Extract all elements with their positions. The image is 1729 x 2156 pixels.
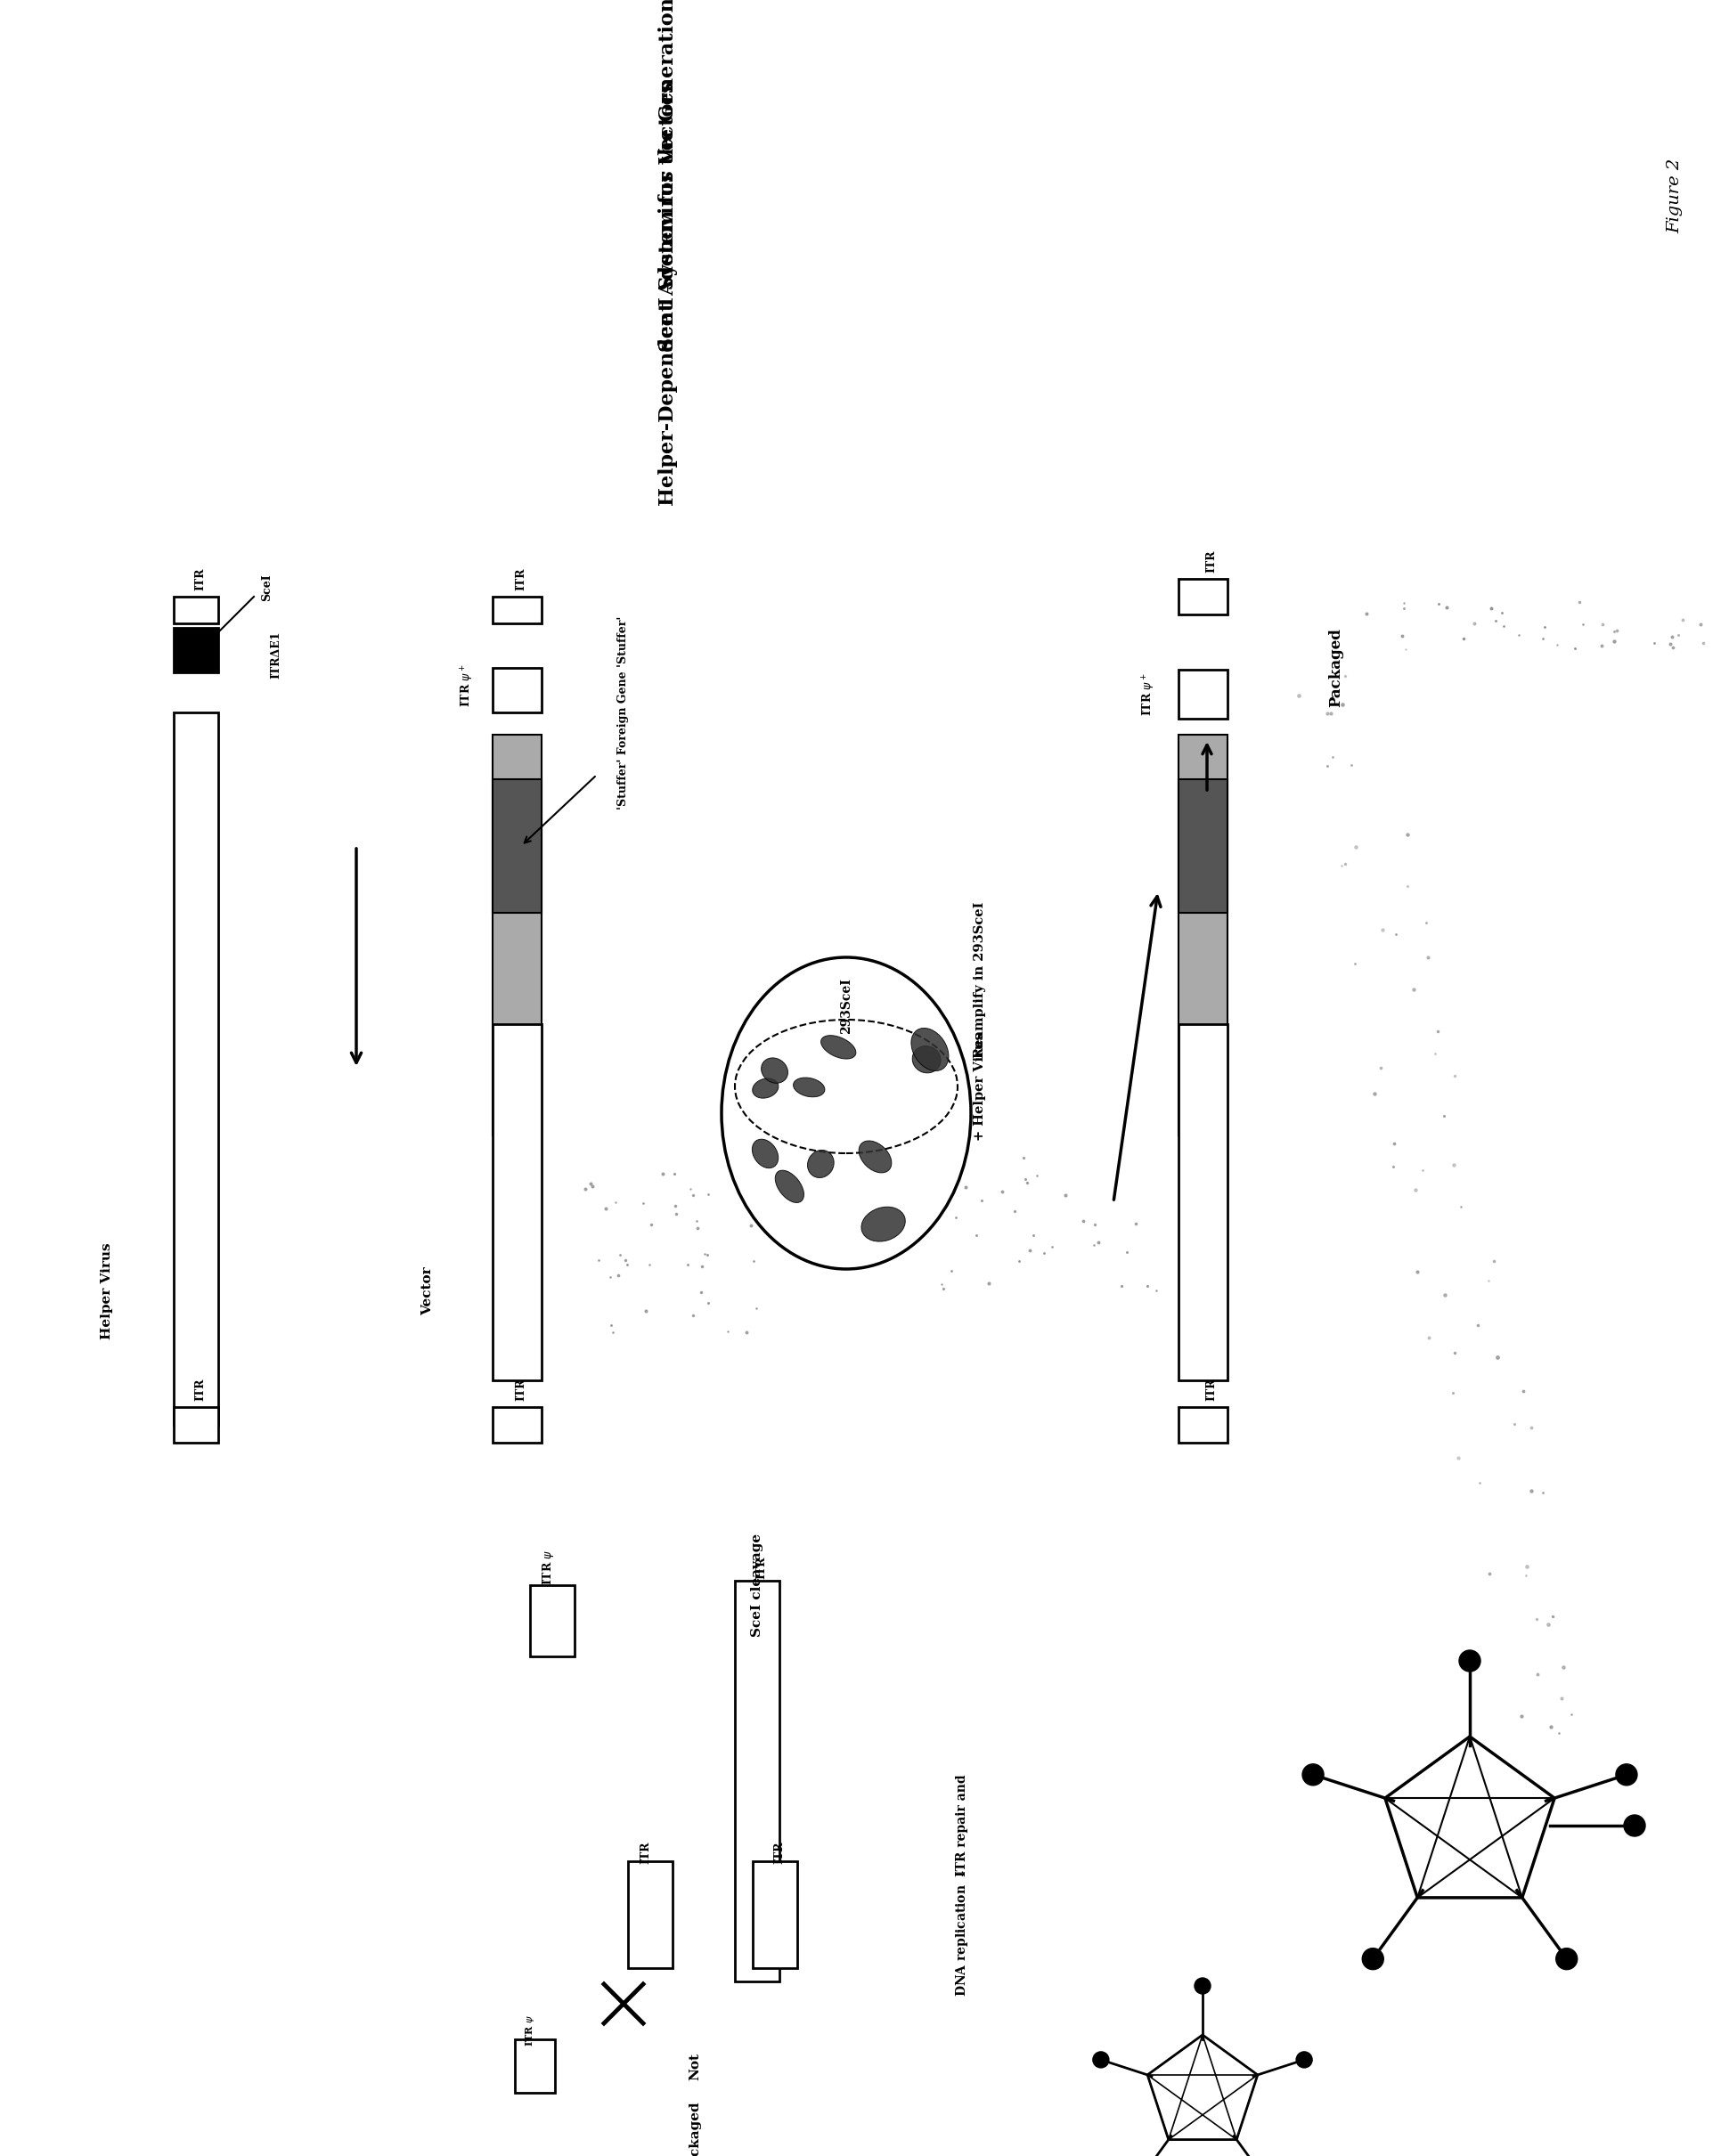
Circle shape	[1362, 1949, 1383, 1971]
Bar	[493, 1408, 541, 1442]
Bar	[493, 778, 541, 912]
Ellipse shape	[761, 1059, 788, 1082]
Text: ITR $\psi^+$: ITR $\psi^+$	[1141, 673, 1157, 716]
Circle shape	[1093, 2053, 1108, 2068]
Circle shape	[1459, 1649, 1480, 1671]
Text: ITR repair and: ITR repair and	[956, 1774, 968, 1876]
Ellipse shape	[721, 957, 972, 1270]
Text: ITR: ITR	[773, 1841, 785, 1863]
Bar	[735, 1580, 780, 1981]
Ellipse shape	[911, 1028, 949, 1072]
Text: DNA replication $\Downarrow$: DNA replication $\Downarrow$	[954, 1869, 970, 1996]
Bar	[1177, 735, 1228, 1136]
Bar	[173, 627, 218, 673]
Bar	[515, 2040, 555, 2093]
Text: SceI cleavage: SceI cleavage	[750, 1533, 764, 1636]
Bar	[493, 597, 541, 623]
Bar	[752, 1861, 797, 1968]
Text: ITR: ITR	[1205, 550, 1217, 571]
Text: Vector: Vector	[422, 1268, 434, 1315]
Text: ITR: ITR	[515, 567, 527, 591]
Bar	[1177, 1408, 1228, 1442]
Text: Helper Virus: Helper Virus	[100, 1242, 112, 1339]
Bar	[1177, 578, 1228, 614]
Bar	[628, 1861, 673, 1968]
Text: Packaged: Packaged	[688, 2100, 700, 2156]
Text: Reamplify in 293SceI: Reamplify in 293SceI	[973, 901, 986, 1059]
Text: ITRΔE1: ITRΔE1	[270, 632, 282, 679]
Ellipse shape	[859, 1141, 892, 1173]
Bar	[173, 597, 218, 623]
Ellipse shape	[913, 1046, 941, 1074]
Text: Not: Not	[688, 2053, 700, 2081]
Text: + Helper Virus: + Helper Virus	[973, 1033, 986, 1141]
Text: ITR: ITR	[195, 567, 206, 591]
Ellipse shape	[861, 1207, 906, 1242]
Bar	[493, 1024, 541, 1380]
Ellipse shape	[821, 1035, 856, 1059]
Bar	[1177, 778, 1228, 912]
Circle shape	[1556, 1949, 1577, 1971]
Ellipse shape	[752, 1078, 778, 1097]
Text: Sce I System for the Generation of: Sce I System for the Generation of	[659, 0, 678, 351]
Bar	[531, 1585, 574, 1656]
Text: SceI: SceI	[261, 573, 273, 602]
Ellipse shape	[794, 1078, 825, 1097]
Bar	[493, 668, 541, 711]
Bar	[493, 735, 541, 1136]
Circle shape	[1195, 1977, 1210, 1994]
Text: ITR: ITR	[1205, 1378, 1217, 1401]
Bar	[1177, 671, 1228, 720]
Bar	[173, 711, 218, 1425]
Circle shape	[1297, 2053, 1312, 2068]
Text: ITR $\psi^+$: ITR $\psi^+$	[460, 664, 475, 707]
Ellipse shape	[735, 1020, 958, 1153]
Circle shape	[1302, 1764, 1324, 1785]
Text: Packaged: Packaged	[1328, 627, 1343, 707]
Ellipse shape	[775, 1171, 804, 1203]
Text: ITR: ITR	[756, 1557, 768, 1578]
Circle shape	[1624, 1815, 1646, 1837]
Text: ITR: ITR	[195, 1378, 206, 1401]
Bar	[173, 1408, 218, 1442]
Text: 293SceI: 293SceI	[840, 979, 852, 1035]
Circle shape	[1617, 1764, 1637, 1785]
Text: ITR $\psi$: ITR $\psi$	[524, 2014, 536, 2046]
Ellipse shape	[752, 1138, 778, 1169]
Text: ITR $\psi$: ITR $\psi$	[539, 1550, 555, 1585]
Bar	[1177, 1024, 1228, 1380]
Text: 'Stuffer' Foreign Gene 'Stuffer': 'Stuffer' Foreign Gene 'Stuffer'	[617, 617, 629, 808]
Text: Figure 2: Figure 2	[1667, 157, 1682, 233]
Text: Helper-Dependent Adenovirus Vectors: Helper-Dependent Adenovirus Vectors	[659, 82, 678, 507]
Text: ITR: ITR	[515, 1378, 527, 1401]
Ellipse shape	[807, 1149, 833, 1177]
Text: ITR: ITR	[640, 1841, 652, 1863]
